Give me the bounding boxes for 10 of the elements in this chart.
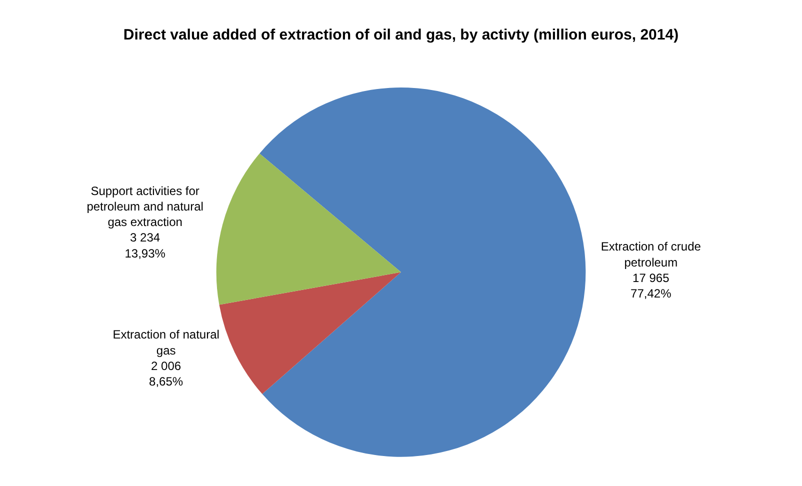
slice-label: Support activities for petroleum and natural gas extraction (86, 184, 204, 230)
slice-label: Extraction of crude petroleum (600, 240, 702, 270)
slice-label: Extraction of natural gas (112, 328, 220, 358)
pie-slice (260, 88, 586, 457)
data-label: 2 006 8,65% (149, 358, 184, 388)
pie-slice (216, 153, 401, 305)
chart-title: Direct value added of extraction of oil and gas, by activty (million euros, 2014) (123, 26, 679, 44)
data-label: 3 234 13,93% (124, 230, 166, 260)
data-label: 17 965 77,42% (630, 270, 672, 300)
pie-slice (219, 272, 401, 394)
